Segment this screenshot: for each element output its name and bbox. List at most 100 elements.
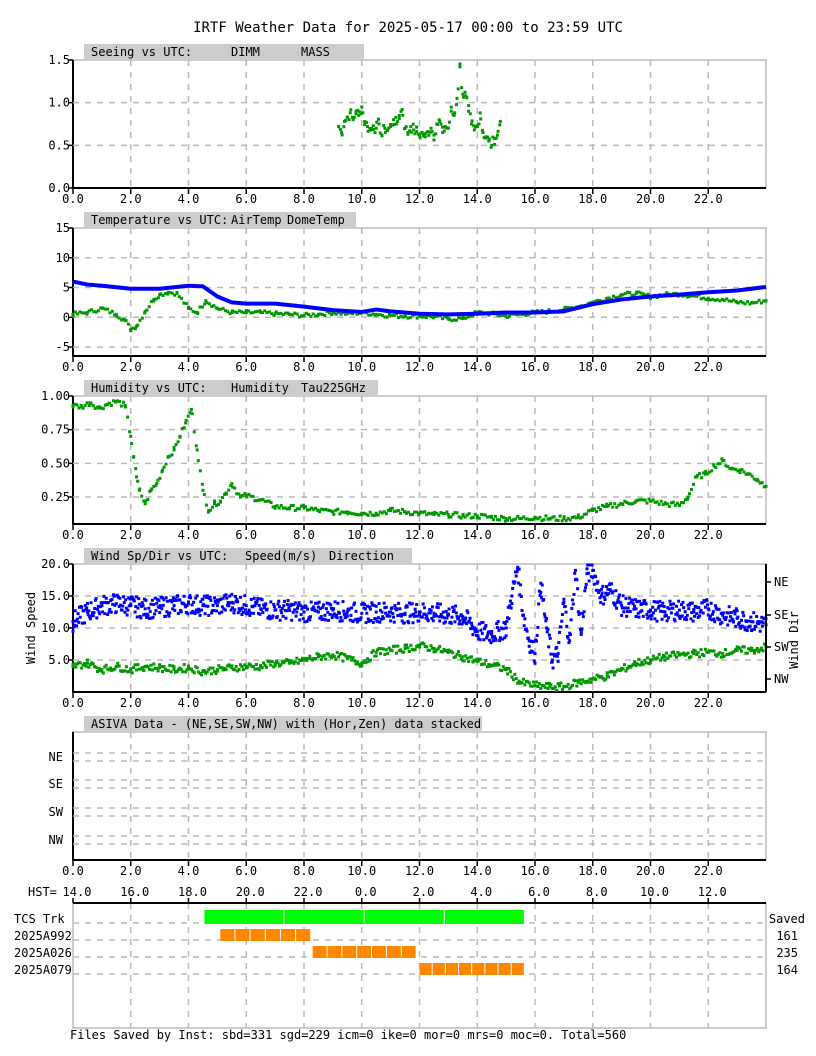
trace-point	[200, 482, 204, 486]
y-tick-label: 0	[63, 310, 70, 324]
trace-point	[621, 667, 625, 671]
trace-point	[198, 469, 202, 473]
files-row-label: 2025A992	[14, 929, 72, 943]
y-tick-label: 10.0	[41, 621, 70, 635]
trace-point	[300, 314, 304, 318]
trace-point	[469, 516, 473, 520]
trace-point	[319, 658, 323, 662]
trace-point	[263, 309, 267, 313]
trace-point	[487, 662, 491, 666]
trace-point	[508, 516, 512, 520]
trace-point	[620, 606, 624, 610]
trace-point	[624, 669, 628, 673]
trace-point	[105, 403, 109, 407]
trace-point	[85, 601, 89, 605]
trace-point	[261, 497, 265, 501]
trace-point	[569, 618, 573, 622]
trace-point	[89, 402, 93, 406]
trace-point	[518, 593, 522, 597]
files-bar-segment	[498, 963, 511, 975]
trace-point	[494, 663, 498, 667]
trace-point	[418, 314, 421, 318]
y-tick-label: 0.25	[41, 490, 70, 504]
trace-point	[450, 319, 454, 323]
trace-point	[649, 661, 652, 665]
trace-point	[637, 498, 641, 502]
trace-point	[675, 501, 679, 505]
legend-airtemp: AirTemp	[231, 213, 282, 227]
trace-point	[253, 499, 257, 503]
trace-point	[393, 644, 397, 648]
trace-point	[456, 650, 460, 654]
trace-point	[729, 299, 733, 303]
trace-point	[726, 611, 730, 615]
trace-point	[425, 645, 429, 649]
files-bar-segment	[250, 929, 265, 941]
trace-point	[489, 514, 493, 518]
trace-point	[598, 596, 602, 600]
trace-point	[720, 457, 724, 461]
trace-point	[657, 604, 661, 608]
trace-point	[301, 617, 305, 621]
data-point	[302, 610, 306, 614]
data-point	[461, 514, 465, 518]
trace-point	[95, 405, 99, 409]
trace-point	[182, 301, 186, 305]
trace-point	[520, 681, 524, 685]
trace-point	[475, 124, 479, 128]
trace-point	[708, 470, 712, 474]
x-tick-label: 18.0	[578, 192, 607, 206]
trace-point	[310, 506, 314, 510]
data-point	[215, 668, 219, 672]
trace-point	[458, 62, 462, 66]
trace-point	[562, 515, 566, 519]
trace-point	[394, 509, 398, 513]
trace-point	[639, 498, 643, 502]
trace-point	[585, 567, 589, 571]
trace-point	[244, 309, 248, 313]
trace-point	[373, 131, 377, 135]
trace-point	[300, 607, 304, 611]
trace-point	[600, 591, 604, 595]
trace-point	[320, 618, 324, 622]
trace-point	[524, 627, 528, 631]
trace-point	[79, 403, 83, 407]
trace-point	[129, 602, 133, 606]
data-point	[692, 610, 696, 614]
trace-point	[659, 604, 663, 608]
files-bar	[220, 929, 311, 941]
trace-point	[737, 622, 741, 626]
trace-point	[205, 670, 209, 674]
trace-point	[314, 314, 318, 318]
trace-point	[324, 607, 328, 611]
data-point	[449, 109, 453, 113]
trace-point	[80, 621, 84, 625]
hst-tick-label: 0.0	[355, 885, 377, 899]
trace-point	[523, 683, 527, 687]
data-point	[187, 602, 190, 606]
trace-point	[601, 676, 605, 680]
trace-point	[434, 132, 438, 136]
trace-point	[358, 513, 362, 517]
trace-point	[94, 597, 98, 601]
trace-point	[234, 665, 238, 669]
trace-point	[96, 669, 100, 673]
trace-point	[420, 130, 424, 134]
trace-point	[282, 661, 286, 665]
files-row-label: 2025A026	[14, 946, 72, 960]
trace-point	[96, 309, 100, 313]
trace-point	[332, 654, 336, 658]
trace-point	[240, 664, 244, 668]
trace-point	[465, 513, 469, 517]
trace-point	[619, 502, 623, 506]
x-tick-label: 22.0	[694, 360, 723, 374]
trace-point	[560, 619, 564, 623]
data-point	[348, 111, 352, 115]
trace-point	[607, 503, 611, 507]
trace-point	[306, 607, 310, 611]
trace-point	[402, 621, 406, 625]
trace-point	[252, 596, 256, 600]
x-tick-label: 8.0	[293, 528, 315, 542]
trace-point	[754, 624, 758, 628]
trace-point	[702, 296, 706, 300]
